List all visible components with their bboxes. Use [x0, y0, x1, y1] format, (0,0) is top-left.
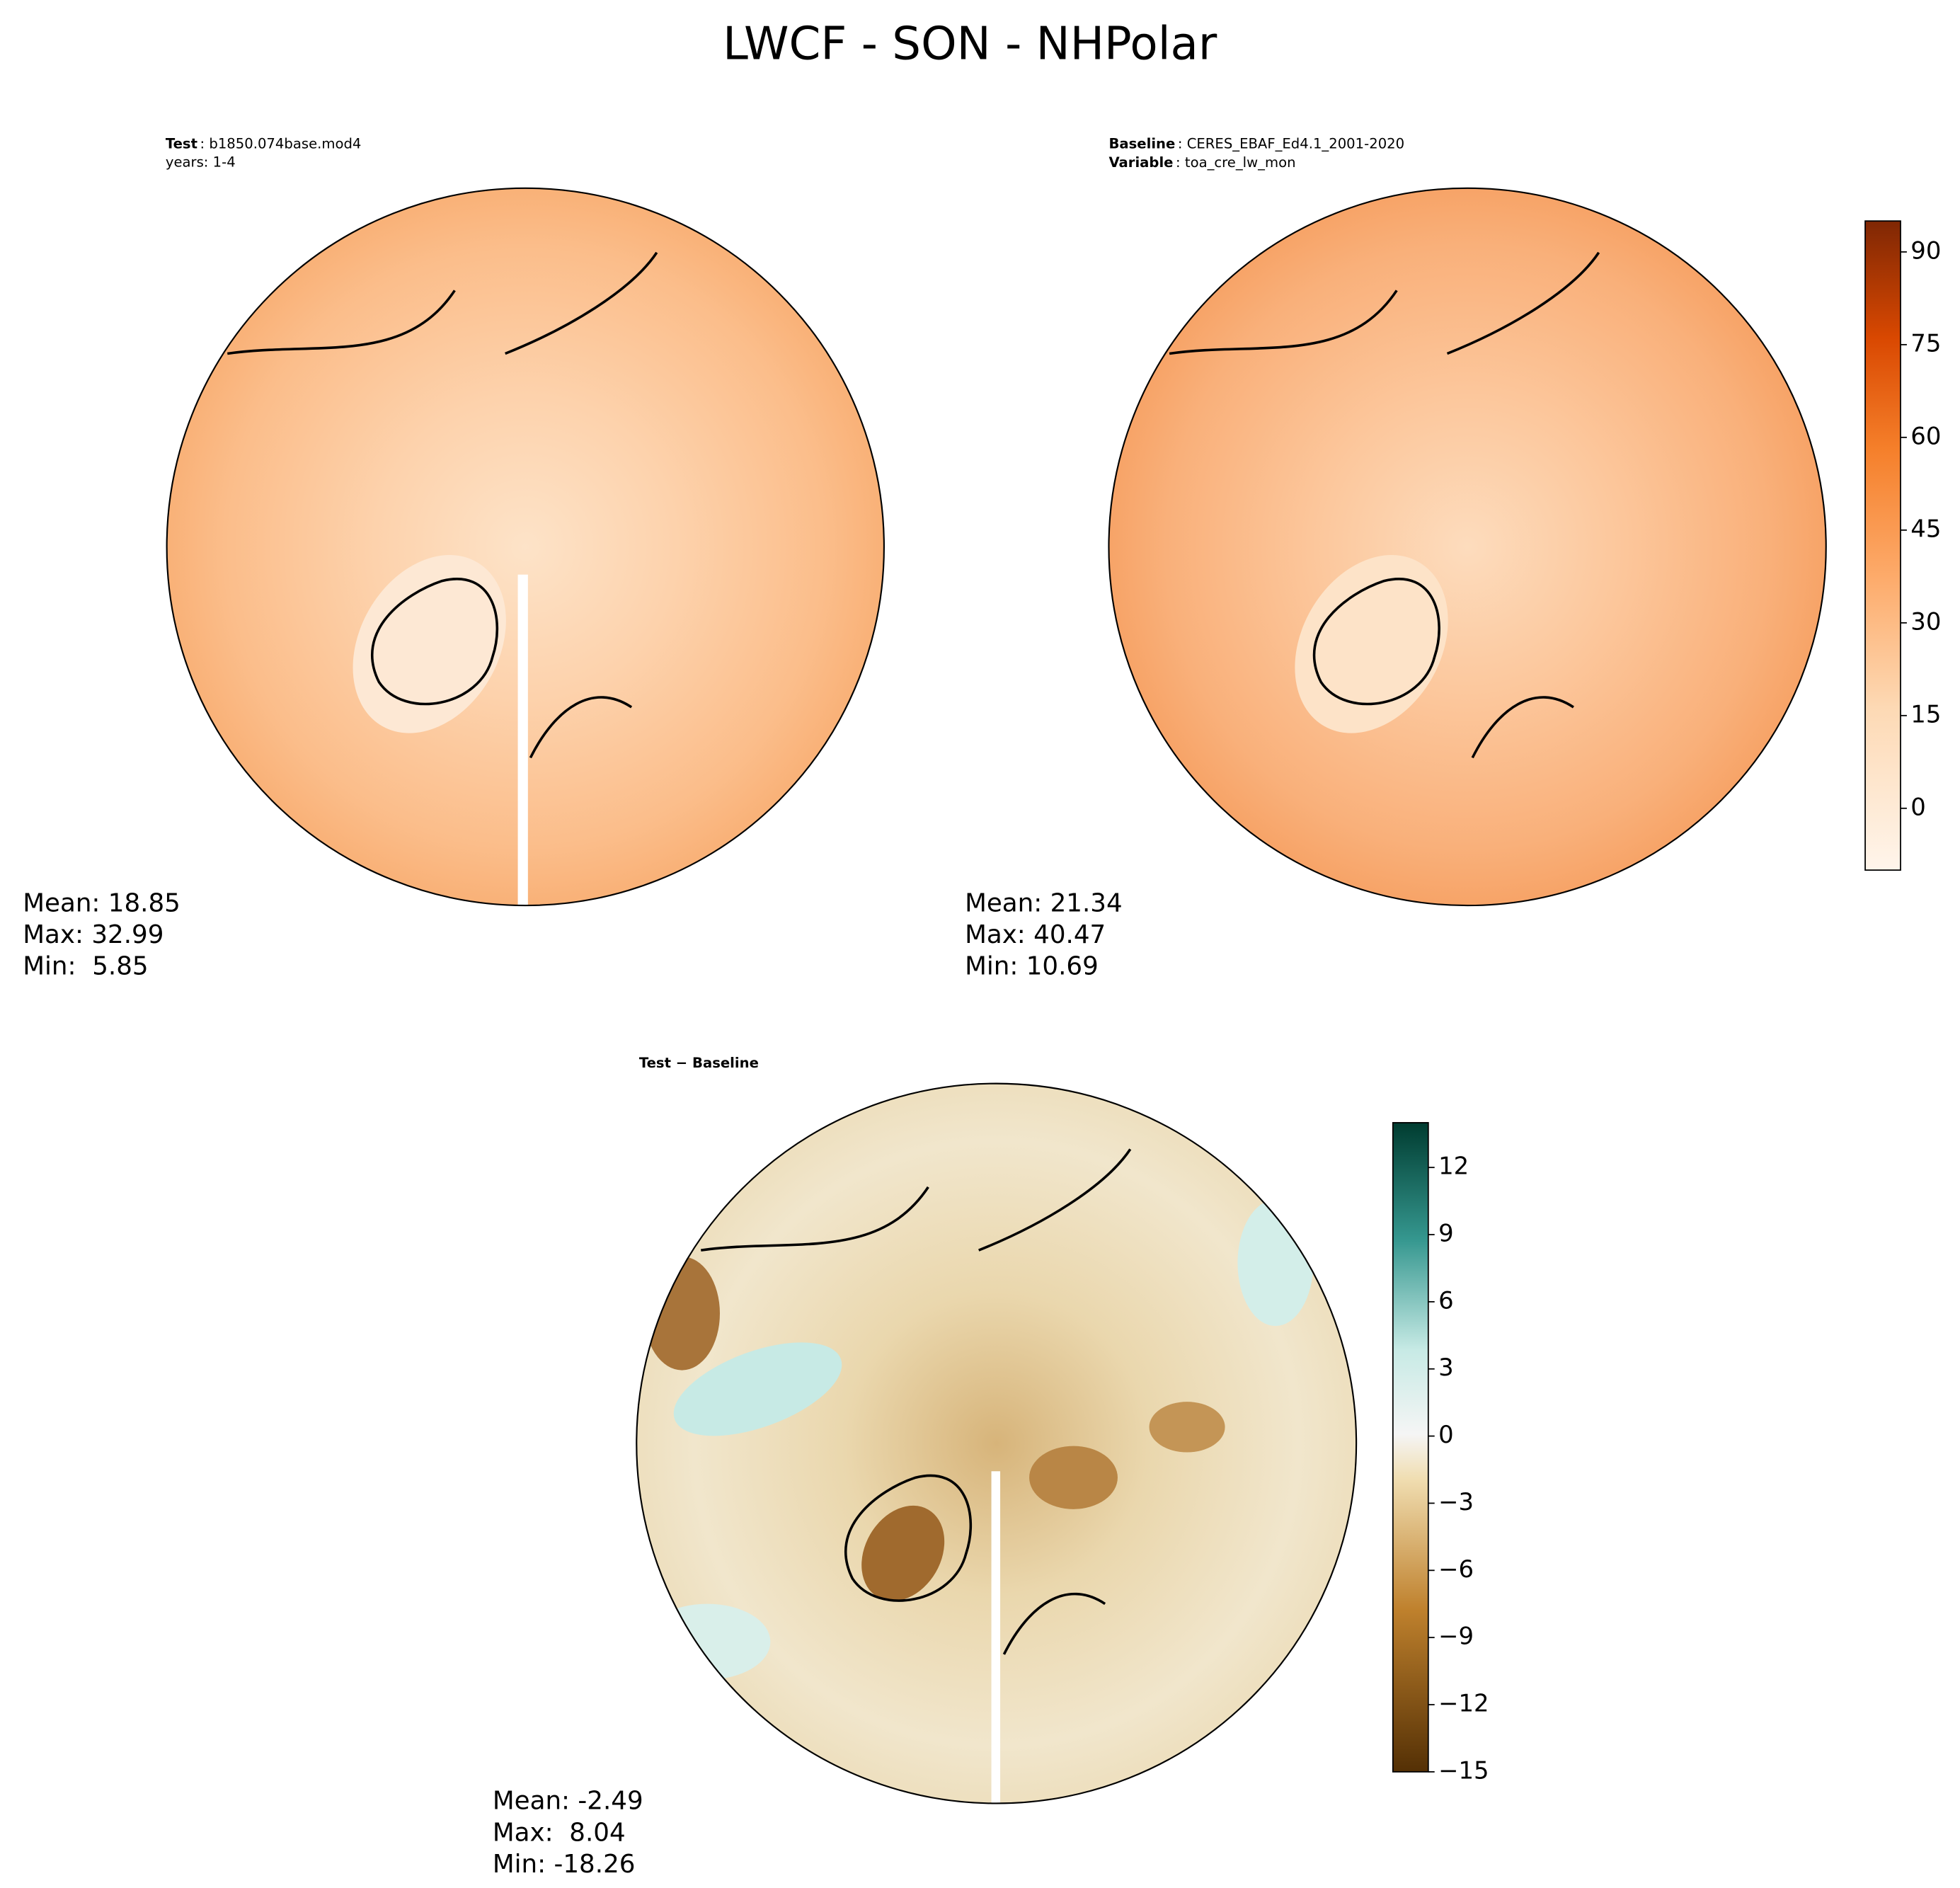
map-difference [636, 1083, 1357, 1804]
panel-stat: Min: 5.85 [23, 952, 148, 981]
panel-stat: Mean: 18.85 [23, 888, 180, 917]
header-key: Test − Baseline [639, 1055, 759, 1071]
colorbar-tick-label: 0 [1438, 1421, 1454, 1448]
colorbar-tick-label: 45 [1910, 515, 1941, 542]
colorbar-tick-label: 30 [1910, 607, 1941, 635]
panel-stat: Mean: -2.49 [493, 1787, 643, 1816]
panel-header: years: 1-4 [166, 154, 236, 171]
header-value: : b1850.074base.mod4 [200, 135, 362, 151]
panel-header: Test: b1850.074base.mod4 [166, 135, 362, 151]
colorbar-tick-label: 0 [1910, 793, 1926, 820]
colorbar-tick-label: 90 [1910, 236, 1941, 264]
figure-title: LWCF - SON - NHPolar [723, 18, 1217, 71]
panel-header: Test − Baseline [639, 1055, 759, 1071]
colorbar-tick-label: 15 [1910, 700, 1941, 728]
panel-stat: Max: 32.99 [23, 920, 164, 949]
header-value: : CERES_EBAF_Ed4.1_2001-2020 [1178, 135, 1404, 151]
colorbar-tick-label: −12 [1438, 1690, 1489, 1717]
header-value: : toa_cre_lw_mon [1176, 154, 1295, 171]
header-key: Variable [1108, 154, 1173, 171]
header-key: Test [166, 135, 197, 151]
colorbar [1864, 220, 1901, 871]
colorbar-tick-label: −9 [1438, 1623, 1474, 1650]
colorbar-tick-label: 6 [1438, 1286, 1454, 1314]
panel-header: Variable: toa_cre_lw_mon [1108, 154, 1295, 171]
colorbar [1392, 1122, 1429, 1773]
colorbar-tick-label: 12 [1438, 1152, 1469, 1180]
colorbar-tick-label: −3 [1438, 1488, 1474, 1516]
panel-stat: Min: 10.69 [965, 952, 1099, 981]
colorbar-tick-label: 9 [1438, 1220, 1454, 1247]
map-baseline [1108, 188, 1826, 906]
panel-header: Baseline: CERES_EBAF_Ed4.1_2001-2020 [1108, 135, 1404, 151]
header-key: Baseline [1108, 135, 1175, 151]
colorbar-tick-label: 60 [1910, 422, 1941, 450]
colorbar-tick-label: −6 [1438, 1555, 1474, 1583]
panel-stat: Max: 8.04 [493, 1818, 626, 1847]
panel-stat: Min: -18.26 [493, 1850, 636, 1879]
colorbar-tick-label: −15 [1438, 1756, 1489, 1784]
colorbar-tick-label: 75 [1910, 329, 1941, 357]
colorbar-tick-label: 3 [1438, 1354, 1454, 1381]
map-test [166, 188, 884, 906]
panel-stat: Mean: 21.34 [965, 888, 1123, 917]
panel-stat: Max: 40.47 [965, 920, 1106, 949]
